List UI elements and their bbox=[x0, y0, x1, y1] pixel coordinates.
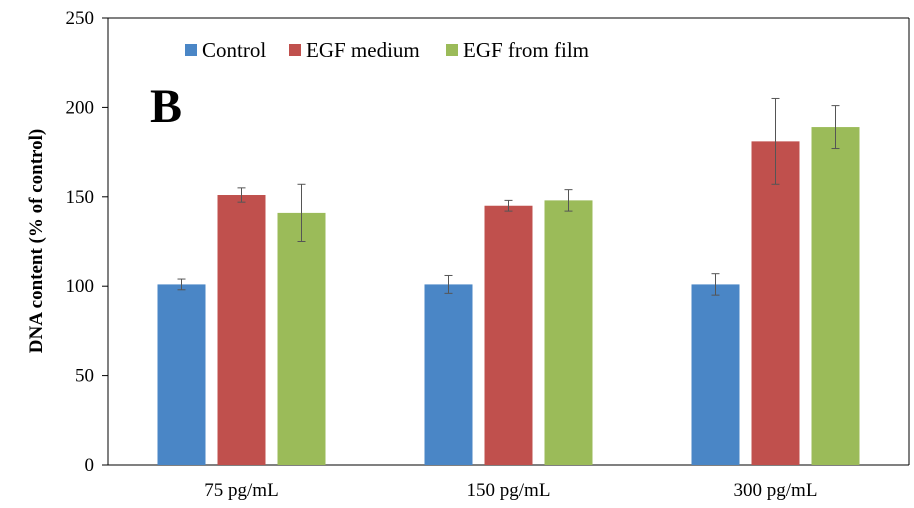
bar bbox=[217, 195, 266, 465]
legend-swatch bbox=[289, 44, 301, 56]
legend-swatch bbox=[446, 44, 458, 56]
legend-label: Control bbox=[202, 38, 266, 62]
x-tick-label: 300 pg/mL bbox=[734, 480, 818, 501]
x-tick-label: 150 pg/mL bbox=[467, 480, 551, 501]
y-tick-label: 150 bbox=[66, 187, 95, 208]
legend-label: EGF medium bbox=[306, 38, 420, 62]
bar bbox=[157, 284, 206, 465]
bar bbox=[691, 284, 740, 465]
bar bbox=[544, 200, 593, 465]
panel-letter: B bbox=[150, 80, 182, 133]
bars bbox=[157, 97, 860, 466]
y-ticks: 0 50 100 150 200 250 bbox=[66, 8, 108, 476]
y-axis-label: DNA content (% of control) bbox=[26, 129, 47, 353]
legend: Control EGF medium EGF from film bbox=[185, 38, 589, 62]
x-tick-label: 75 pg/mL bbox=[204, 480, 278, 501]
bar bbox=[751, 141, 800, 465]
y-tick-label: 250 bbox=[66, 8, 95, 29]
bar bbox=[277, 212, 326, 465]
bar bbox=[424, 284, 473, 465]
y-tick-label: 0 bbox=[85, 455, 95, 476]
x-ticks: 75 pg/mL 150 pg/mL 300 pg/mL bbox=[204, 480, 817, 501]
y-tick-label: 100 bbox=[66, 276, 95, 297]
y-tick-label: 50 bbox=[75, 366, 94, 387]
legend-swatch bbox=[185, 44, 197, 56]
legend-label: EGF from film bbox=[463, 38, 589, 62]
bar bbox=[811, 127, 860, 466]
bar bbox=[484, 205, 533, 466]
y-tick-label: 200 bbox=[66, 97, 95, 118]
